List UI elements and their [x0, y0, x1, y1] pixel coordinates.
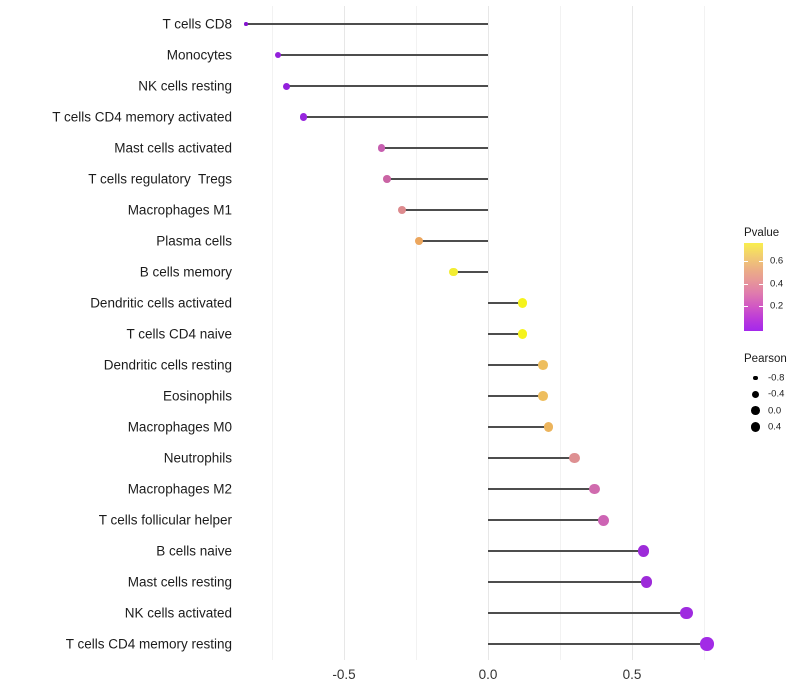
- y-axis-label: Dendritic cells activated: [90, 295, 232, 311]
- lollipop-stem: [488, 364, 543, 366]
- lollipop-stem: [488, 457, 575, 459]
- x-axis-tick-label: 0.5: [622, 667, 642, 682]
- y-axis-label: Mast cells activated: [114, 140, 232, 156]
- lollipop-dot: [299, 113, 308, 121]
- colorbar-tick: [759, 283, 763, 285]
- y-axis-label: T cells CD4 memory resting: [65, 636, 232, 652]
- gridline-minor: [271, 6, 273, 660]
- y-axis-label: T cells regulatory Tregs: [88, 171, 232, 187]
- y-axis-label: Dendritic cells resting: [103, 357, 232, 373]
- lollipop-stem: [387, 178, 488, 180]
- lollipop-stem: [488, 581, 647, 583]
- lollipop-stem: [488, 612, 687, 614]
- pearson-size-label: -0.4: [768, 388, 785, 400]
- lollipop-stem: [277, 54, 488, 56]
- y-axis-label: Eosinophils: [162, 388, 232, 404]
- lollipop-stem: [488, 426, 549, 428]
- y-axis-label: B cells naive: [156, 543, 232, 559]
- y-axis-label: Monocytes: [166, 47, 232, 63]
- lollipop-dot: [597, 514, 609, 526]
- lollipop-stem: [453, 271, 488, 273]
- lollipop-dot: [517, 329, 528, 339]
- y-axis-label: Plasma cells: [156, 233, 232, 249]
- lollipop-dot: [383, 175, 392, 183]
- pvalue-tick-label: 0.2: [770, 300, 784, 312]
- lollipop-dot: [517, 298, 528, 308]
- y-axis-label: T cells follicular helper: [98, 512, 232, 528]
- pearson-size-dot: [752, 390, 759, 398]
- lollipop-stem: [303, 116, 488, 118]
- y-axis-label: Macrophages M0: [127, 419, 232, 435]
- pvalue-legend-title: Pvalue: [744, 227, 780, 239]
- x-axis-tick-label: -0.5: [332, 667, 356, 682]
- y-axis-label: B cells memory: [139, 264, 232, 280]
- lollipop-dot: [680, 606, 694, 620]
- lollipop-dot: [397, 206, 406, 214]
- pearson-size-label: 0.4: [768, 421, 782, 433]
- lollipop-dot: [414, 236, 423, 246]
- pvalue-tick-label: 0.6: [770, 255, 784, 267]
- y-axis-label: Macrophages M2: [127, 481, 232, 497]
- lollipop-stem: [488, 302, 523, 304]
- lollipop-stem: [401, 209, 488, 211]
- lollipop-stem: [381, 147, 488, 149]
- colorbar-tick: [744, 261, 748, 262]
- gridline-major: [487, 6, 489, 660]
- pearson-size-dot: [750, 422, 761, 432]
- lollipop-stem: [286, 85, 488, 87]
- colorbar-tick: [744, 306, 748, 307]
- lollipop-dot: [637, 545, 650, 557]
- y-axis-label: T cells CD4 memory activated: [52, 109, 232, 125]
- gridline-major: [631, 6, 633, 660]
- x-axis-tick-label: 0.0: [478, 667, 498, 682]
- lollipop-dot: [537, 391, 548, 401]
- colorbar-tick: [744, 283, 748, 285]
- lollipop-stem: [488, 550, 644, 552]
- y-axis-label: T cells CD8: [162, 16, 232, 32]
- gridline-major: [343, 6, 345, 660]
- pvalue-colorbar: [744, 243, 763, 331]
- lollipop-stem: [246, 23, 488, 25]
- lollipop-dot: [377, 144, 386, 152]
- y-axis-label: Macrophages M1: [127, 202, 232, 218]
- lollipop-dot: [589, 483, 600, 495]
- lollipop-dot: [244, 22, 248, 26]
- lollipop-stem: [418, 240, 488, 242]
- lollipop-dot: [449, 267, 458, 277]
- lollipop-stem: [488, 488, 595, 490]
- lollipop-dot: [569, 452, 580, 464]
- pearson-size-label: 0.0: [768, 404, 782, 416]
- lollipop-stem: [488, 333, 523, 335]
- y-axis-label: Mast cells resting: [127, 574, 232, 590]
- gridline-minor: [559, 6, 561, 660]
- y-axis-label: NK cells resting: [138, 78, 232, 94]
- lollipop-dot: [543, 422, 554, 432]
- lollipop-stem: [488, 395, 543, 397]
- y-axis-label: Neutrophils: [163, 450, 232, 466]
- y-axis-label: T cells CD4 naive: [126, 326, 232, 342]
- y-axis-label: NK cells activated: [124, 605, 232, 621]
- pearson-legend-title: Pearson: [744, 353, 787, 365]
- colorbar-tick: [759, 261, 763, 262]
- lollipop-stem: [488, 519, 604, 521]
- lollipop-dot: [274, 51, 281, 59]
- lollipop-dot: [700, 637, 714, 651]
- lollipop-dot: [282, 82, 290, 90]
- lollipop-dot: [640, 576, 653, 588]
- pearson-size-label: -0.8: [768, 372, 785, 384]
- gridline-minor: [703, 6, 705, 660]
- gridline-minor: [415, 6, 417, 660]
- lollipop-stem: [488, 643, 707, 645]
- pvalue-tick-label: 0.4: [770, 277, 784, 289]
- pearson-size-dot: [751, 406, 760, 415]
- pearson-size-dot: [753, 375, 758, 381]
- colorbar-tick: [759, 306, 763, 307]
- lollipop-dot: [537, 360, 548, 370]
